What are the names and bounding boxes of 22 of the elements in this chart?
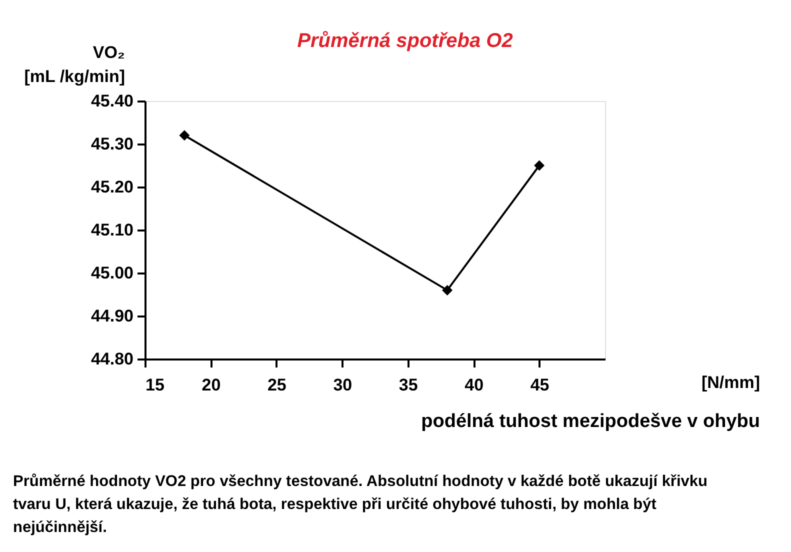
x-tick-label: 40 [464, 376, 484, 394]
y-tick-label: 45.40 [90, 92, 134, 110]
point [442, 284, 453, 296]
y-tick-label: 45.20 [90, 178, 134, 196]
y-tick-label: 44.90 [90, 306, 134, 326]
text: Průměrné hodnoty VO2 pro všechny testované. Absolutní hodnoty v každé botě ukazují křivku tvaru U, která ukazuje, že tuhá bota, respektive při určité ohybové tuhosti, by mohla být nejúčinnější. [13, 473, 708, 536]
chart-title: Průměrná spotřeba O2 [297, 30, 513, 52]
x-tick-label: 25 [267, 376, 286, 394]
x-tick-label: 45 [530, 376, 550, 394]
x-tick-label: 20 [202, 376, 221, 394]
x-tick-label: 35 [398, 376, 418, 394]
point [179, 130, 190, 141]
text: [N/mm] [701, 373, 760, 392]
x-tick-label: 30 [333, 376, 352, 394]
y-axis-title: VO₂ [mL /kg/min] [24, 43, 125, 86]
y-tick-label: 45.10 [90, 220, 134, 240]
y-tick-label: 45.00 [90, 264, 134, 282]
point [534, 160, 545, 171]
x-tick-label: 15 [146, 376, 164, 394]
y-tick-label: 44.80 [90, 350, 134, 368]
x-axis-title: podélná tuhost mezipodešve v ohybu [421, 411, 760, 432]
y-tick-label: 45.30 [90, 134, 134, 154]
